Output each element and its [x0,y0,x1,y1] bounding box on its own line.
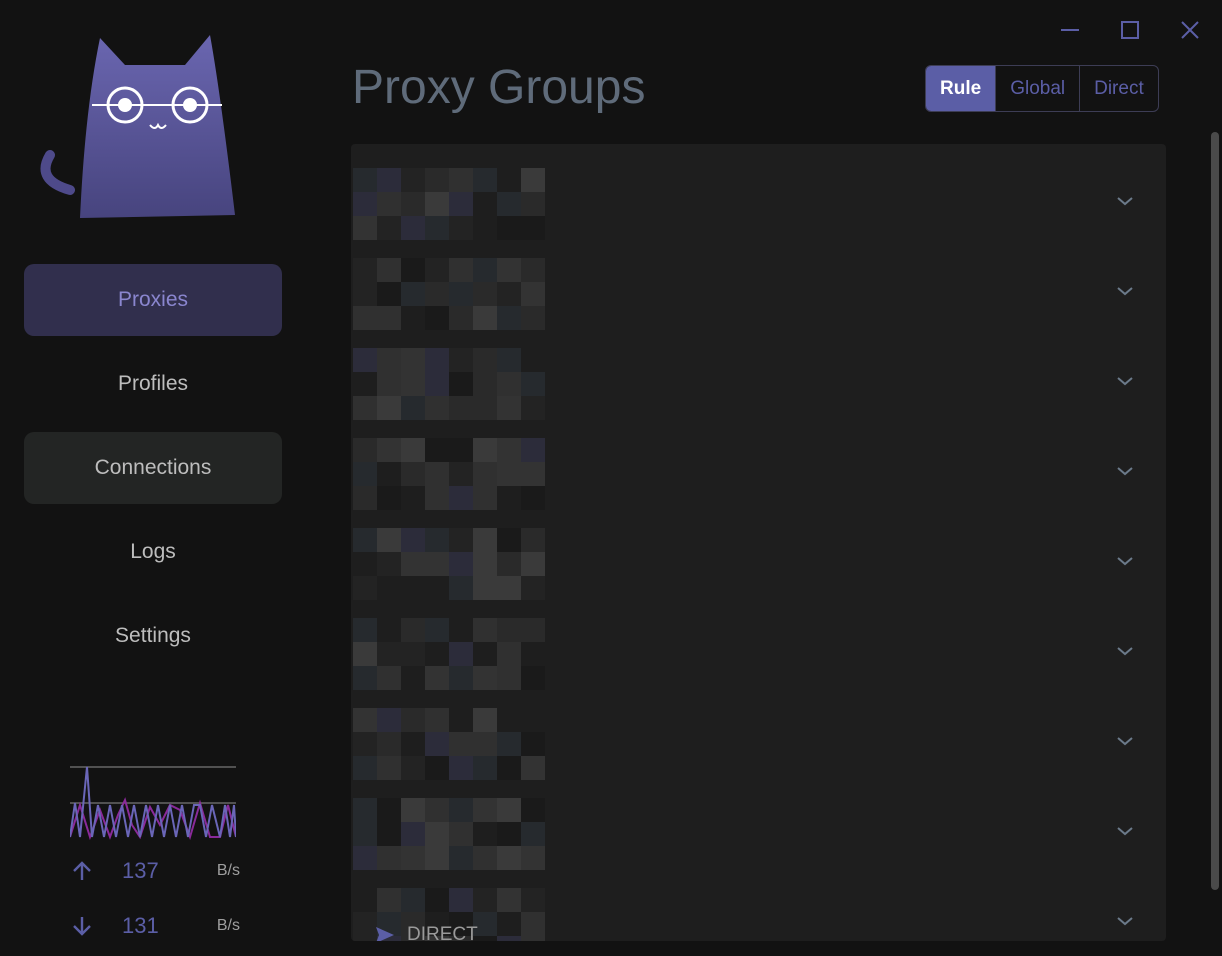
chevron-down-icon[interactable] [1116,552,1134,570]
group-content-blurred [353,888,545,941]
scrollbar[interactable] [1211,132,1219,890]
mode-direct-button[interactable]: Direct [1079,66,1158,111]
group-content-blurred [353,708,545,780]
upload-unit: B/s [216,862,240,879]
proxy-group-list: DIRECT [351,144,1166,941]
nav-item-connections[interactable]: Connections [24,432,282,504]
proxy-group-row[interactable] [351,336,1166,426]
arrow-up-icon [73,861,91,880]
selected-proxy-name: DIRECT [407,924,478,941]
group-content-blurred [353,438,545,510]
mode-rule-button[interactable]: Rule [926,66,996,111]
send-icon [376,927,394,941]
maximize-icon[interactable] [1118,18,1142,42]
group-content-blurred [353,528,545,600]
selected-proxy: DIRECT [375,924,478,941]
traffic-graph [70,766,236,841]
proxy-group-row[interactable] [351,246,1166,336]
download-unit: B/s [216,917,240,934]
cat-logo [40,35,235,218]
chevron-down-icon[interactable] [1116,642,1134,660]
chevron-down-icon[interactable] [1116,912,1134,930]
group-content-blurred [353,348,545,420]
mode-switch: Rule Global Direct [925,65,1159,112]
chevron-down-icon[interactable] [1116,192,1134,210]
proxy-group-row[interactable] [351,876,1166,941]
chevron-down-icon[interactable] [1116,372,1134,390]
sidebar: Proxies Profiles Connections Logs Settin… [0,0,305,956]
chevron-down-icon[interactable] [1116,732,1134,750]
group-content-blurred [353,258,545,330]
chevron-down-icon[interactable] [1116,282,1134,300]
chevron-down-icon[interactable] [1116,462,1134,480]
download-speed: 131 B/s [70,913,240,939]
upload-speed: 137 B/s [70,858,240,884]
group-content-blurred [353,168,545,240]
minimize-icon[interactable] [1058,18,1082,42]
group-content-blurred [353,618,545,690]
upload-line [70,766,236,838]
close-icon[interactable] [1178,18,1202,42]
window-controls [1058,18,1202,42]
proxy-group-row[interactable] [351,696,1166,786]
arrow-down-icon [73,917,91,936]
nav-item-profiles[interactable]: Profiles [117,372,189,395]
proxy-group-row[interactable] [351,786,1166,876]
chevron-down-icon[interactable] [1116,822,1134,840]
download-value: 131 [122,913,159,938]
proxy-group-row[interactable] [351,606,1166,696]
nav-item-proxies[interactable]: Proxies [24,264,282,336]
proxy-group-row[interactable] [351,516,1166,606]
mode-global-button[interactable]: Global [995,66,1079,111]
group-content-blurred [353,798,545,870]
page-title: Proxy Groups [352,61,646,114]
proxy-group-row[interactable] [351,426,1166,516]
nav-menu: Proxies Profiles Connections Logs Settin… [24,264,282,684]
download-line [70,797,236,841]
proxy-group-row[interactable] [351,156,1166,246]
nav-item-settings[interactable]: Settings [115,624,191,647]
upload-value: 137 [122,858,159,883]
nav-item-logs[interactable]: Logs [130,540,176,563]
